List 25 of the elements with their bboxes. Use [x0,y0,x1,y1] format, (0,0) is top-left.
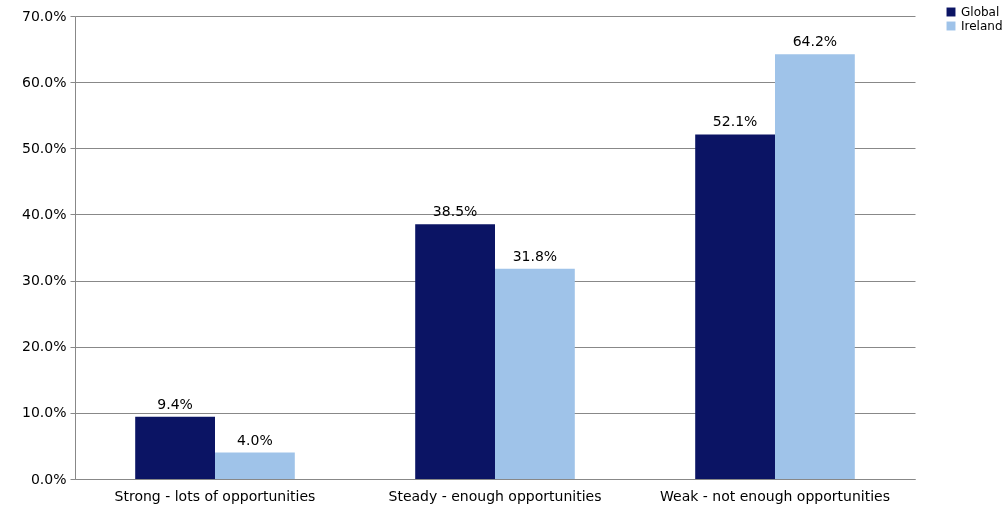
y-tick-label: 10.0% [22,404,67,421]
bar [495,268,575,479]
y-tick-label: 70.0% [22,7,67,24]
bar [135,416,215,479]
data-label: 64.2% [792,33,838,50]
y-tick-label: 40.0% [22,205,67,222]
bar [775,54,855,479]
y-tick-label: 50.0% [22,139,67,156]
bar [415,224,495,479]
y-tick-label: 60.0% [22,73,67,90]
data-label: 4.0% [237,431,273,448]
y-tick-label: 0.0% [30,470,67,487]
bar [215,452,295,479]
legend-label: Ireland [961,19,1002,33]
data-label: 31.8% [512,247,558,264]
y-tick-label: 20.0% [22,338,67,355]
x-tick-label: Strong - lots of opportunities [114,487,316,504]
legend-label: Global [961,5,1000,19]
data-label: 38.5% [432,203,478,220]
y-tick-label: 30.0% [22,272,67,289]
x-tick-label: Weak - not enough opportunities [660,487,890,504]
x-tick-label: Steady - enough opportunities [388,487,602,504]
data-label: 9.4% [157,395,193,412]
data-label: 52.1% [712,113,758,130]
bar [695,134,775,479]
